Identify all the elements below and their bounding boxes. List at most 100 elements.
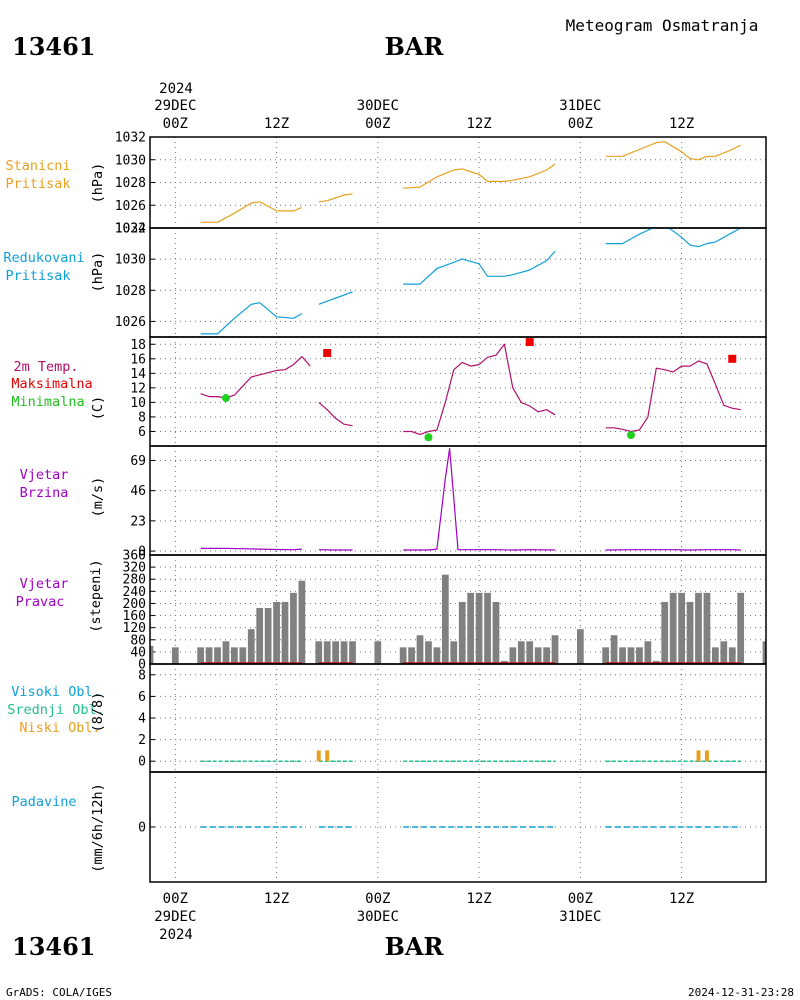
reduced-pressure-segment-3: [605, 228, 741, 248]
wind-dir-bar-45: [636, 647, 643, 664]
p3-label-1: 2m Temp.: [13, 359, 78, 375]
wind-speed-segment-2: [403, 448, 556, 551]
tmax-marker-2: [728, 354, 737, 363]
wind-dir-bar-29: [467, 592, 475, 664]
wind-dir-bar-30: [475, 592, 483, 664]
wind-dir-bar-20: [374, 641, 382, 664]
ytick-label-4-3: 120: [123, 621, 146, 636]
bottom-year-label: 2024: [159, 927, 193, 943]
wind-dir-bar-12: [281, 601, 289, 664]
ytick-label-5-0: 0: [138, 755, 146, 770]
ytick-label-2-0: 6: [138, 425, 146, 440]
wind-dir-bar-4: [214, 647, 221, 664]
wind-dir-bar-7: [239, 647, 247, 664]
wind-dir-bar-18: [340, 641, 348, 664]
frame-wind_speed: [149, 445, 767, 556]
wind-dir-bar-55: [720, 641, 728, 664]
wind-dir-bar-2: [197, 647, 205, 664]
p3-unit: (C): [90, 396, 106, 420]
ytick-label-4-0: 0: [138, 658, 146, 673]
ytick-label-0-1: 1026: [115, 199, 146, 214]
station-pressure-segment-3: [605, 141, 741, 161]
product-title: Meteogram Osmatranja: [566, 16, 759, 35]
low-cloud-mark-3: [704, 750, 709, 762]
p7-unit: (mm/6h/12h): [90, 783, 106, 872]
wind-dir-bar-22: [408, 647, 415, 664]
footer-credit: GrADS: COLA/IGES: [6, 986, 112, 999]
content-wind_speed: [200, 448, 741, 551]
bottom-tick-label-0: 00Z: [163, 891, 188, 907]
bottom-date-label-0: 29DEC: [154, 909, 196, 925]
ytick-label-1-3: 1032: [115, 222, 146, 237]
footer-timestamp: 2024-12-31-23:28: [688, 986, 794, 999]
p6-label-3: Niski Obl.: [19, 720, 100, 736]
ytick-label-6-0: 0: [138, 821, 146, 836]
bottom-date-label-4: 31DEC: [559, 909, 601, 925]
p6-label-2: Srednji Obl.: [7, 702, 105, 718]
wind-dir-bar-16: [323, 641, 331, 664]
wind-dir-bar-3: [205, 647, 213, 664]
panel-precipitation: 0: [138, 771, 767, 883]
station-name-top: BAR: [385, 32, 445, 61]
wind-speed-segment-0: [200, 547, 302, 551]
wind-dir-bar-28: [458, 601, 466, 664]
temperature-segment-3: [605, 360, 741, 433]
wind-dir-bar-48: [661, 601, 669, 664]
wind-dir-bar-14: [298, 580, 306, 664]
wind-dir-bar-58: [762, 641, 766, 664]
wind-dir-bar-44: [627, 647, 635, 664]
p2-unit: (hPa): [90, 252, 106, 293]
temperature-segment-0: [200, 356, 311, 399]
ytick-label-4-7: 280: [123, 573, 146, 588]
wind-dir-bar-35: [517, 641, 525, 664]
wind-dir-bar-36: [526, 641, 534, 664]
wind-dir-bar-53: [703, 592, 711, 664]
tmin-marker-0: [221, 394, 230, 403]
panel-labels: Stanicni Pritisak (hPa) Redukovani Priti…: [3, 158, 106, 873]
content-wind_direction: [150, 574, 766, 664]
wind-dir-bar-34: [509, 647, 517, 664]
wind-dir-bar-40: [576, 629, 584, 664]
p4-label-2: Brzina: [20, 485, 69, 501]
top-time-labels: 00Z 29DEC 12Z 00Z 30DEC 12Z 00Z 31DEC 12Z: [154, 98, 694, 132]
wind-dir-bar-21: [399, 647, 407, 664]
ytick-label-5-3: 6: [138, 690, 146, 705]
wind-dir-bar-38: [543, 647, 550, 664]
ytick-label-2-5: 16: [130, 352, 146, 367]
p4-label-1: Vjetar: [20, 467, 69, 483]
panel-station_pressure: 1024 1026 1028 1030 1032: [115, 131, 767, 237]
ytick-label-4-4: 160: [123, 609, 146, 624]
ytick-label-2-2: 10: [130, 396, 146, 411]
ytick-label-0-0: 1024: [115, 222, 146, 237]
ytick-label-4-2: 80: [130, 633, 146, 648]
bottom-tick-label-4: 00Z: [568, 891, 593, 907]
ytick-label-3-3: 69: [130, 454, 146, 469]
station-pressure-segment-1: [318, 193, 353, 203]
content-station_pressure: [200, 141, 741, 223]
content-temperature_2m: [200, 338, 741, 442]
wind-dir-bar-27: [450, 641, 458, 664]
wind-dir-bar-15: [315, 641, 323, 664]
ytick-label-1-0: 1026: [115, 315, 146, 330]
bottom-tick-label-5: 12Z: [669, 891, 694, 907]
reduced-pressure-segment-0: [200, 302, 303, 335]
wind-dir-bar-6: [231, 647, 238, 664]
ytick-label-3-0: 0: [138, 545, 146, 560]
wind-dir-bar-43: [619, 647, 626, 664]
tmin-marker-2: [626, 431, 635, 440]
bottom-time-labels: 00Z 29DEC 12Z 00Z 30DEC 12Z 00Z 31DEC 12Z: [154, 891, 694, 925]
ytick-label-5-2: 4: [138, 712, 146, 727]
top-date-label-4: 31DEC: [559, 98, 601, 114]
p7-label-1: Padavine: [11, 794, 76, 810]
temperature-segment-2: [403, 343, 556, 435]
wind-dir-bar-57: [737, 592, 745, 664]
top-tick-label-1: 12Z: [264, 116, 289, 132]
wind-dir-bar-52: [695, 592, 702, 664]
wind-dir-bar-5: [222, 641, 230, 664]
ytick-label-5-1: 2: [138, 733, 146, 748]
top-tick-label-4: 00Z: [568, 116, 593, 132]
temperature-segment-1: [318, 401, 353, 427]
